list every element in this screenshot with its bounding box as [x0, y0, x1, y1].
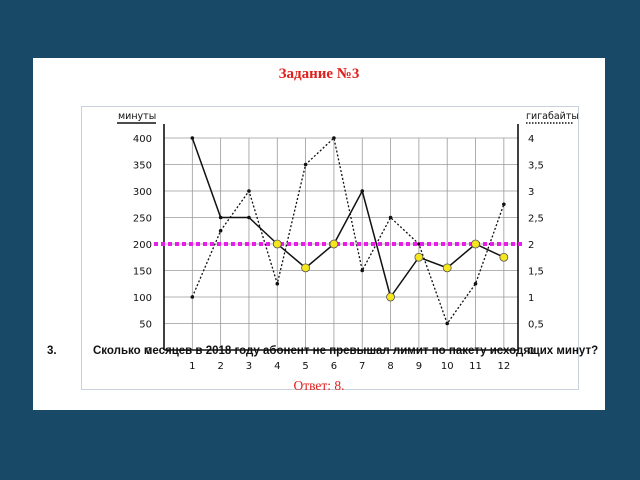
highlight-point [414, 252, 424, 262]
x-tick-label: 5 [302, 361, 308, 372]
y-tick-label-left: 250 [133, 214, 152, 225]
x-tick-label: 8 [387, 361, 393, 372]
y-tick-label-left: 200 [133, 240, 152, 251]
point-gigabytes [332, 136, 336, 140]
y-tick-label-right: 2,5 [528, 214, 544, 225]
highlight-point [329, 239, 339, 249]
y-axis-label-left: минуты [118, 111, 156, 122]
point-gigabytes [417, 242, 421, 246]
y-tick-label-right: 3,5 [528, 161, 544, 172]
y-tick-label-left: 150 [133, 267, 152, 278]
highlight-point [499, 252, 509, 262]
highlight-point [301, 263, 311, 273]
y-tick-label-left: 300 [133, 187, 152, 198]
point-minutes [360, 189, 365, 193]
y-tick-label-right: 2 [528, 240, 534, 251]
y-tick-label-left: 0 [146, 346, 152, 357]
point-gigabytes [275, 281, 280, 286]
x-tick-label: 6 [331, 361, 337, 372]
highlight-point [471, 239, 480, 249]
point-gigabytes [388, 215, 393, 220]
x-tick-label: 2 [217, 361, 223, 372]
y-tick-label-left: 100 [133, 293, 152, 304]
x-tick-label: 11 [469, 361, 482, 372]
point-gigabytes [502, 202, 506, 207]
y-axis-label-right: гигабайты [526, 111, 578, 122]
question-number: 3. [47, 345, 57, 357]
y-tick-label-right: 0 [528, 346, 534, 357]
point-gigabytes [360, 268, 365, 273]
answer: Ответ: 8. [293, 378, 345, 393]
point-gigabytes [247, 189, 251, 193]
point-minutes [190, 136, 195, 140]
line-chart: минуты гигабайты0501001502002503003504000… [117, 111, 578, 372]
x-tick-label: 10 [441, 361, 454, 372]
y-tick-label-right: 1 [528, 293, 534, 304]
y-tick-label-left: 50 [139, 320, 152, 331]
point-gigabytes [473, 281, 478, 286]
y-tick-label-right: 1,5 [528, 267, 544, 278]
chart-frame: минуты гигабайты 0 50 100 150 200 250 300 350 400 0… [81, 106, 579, 390]
highlight-point [442, 263, 452, 273]
question-text: Сколько месяцев в 2018 году абонент не п… [93, 345, 599, 357]
point-gigabytes [218, 228, 223, 233]
x-tick-label: 12 [497, 361, 510, 372]
y-tick-label-right: 4 [528, 134, 534, 145]
question: 3. Сколько месяцев в 2018 году абонент не… [47, 345, 607, 357]
y-tick-label-right: 3 [528, 187, 534, 198]
y-tick-label-left: 350 [133, 161, 152, 172]
slide: Задание №3 минуты гигабайты 0 50 100 150 200 25… [33, 58, 605, 410]
y-tick-label-left: 400 [133, 134, 152, 145]
point-minutes [247, 215, 251, 220]
highlight-point [272, 239, 282, 249]
x-tick-label: 1 [189, 361, 195, 372]
y-tick-label-right: 0,5 [528, 320, 544, 331]
x-tick-label: 4 [274, 361, 280, 372]
point-gigabytes [303, 162, 308, 167]
highlight-point [386, 292, 395, 302]
series-line-gigabytes [191, 136, 505, 325]
point-gigabytes [445, 321, 450, 326]
point-minutes [218, 215, 223, 220]
x-tick-label: 9 [416, 361, 422, 372]
x-tick-label: 3 [246, 361, 252, 372]
x-tick-label: 7 [359, 361, 365, 372]
point-gigabytes [190, 295, 195, 299]
series-line-minutes [191, 137, 505, 299]
slide-title: Задание №3 [278, 66, 360, 82]
